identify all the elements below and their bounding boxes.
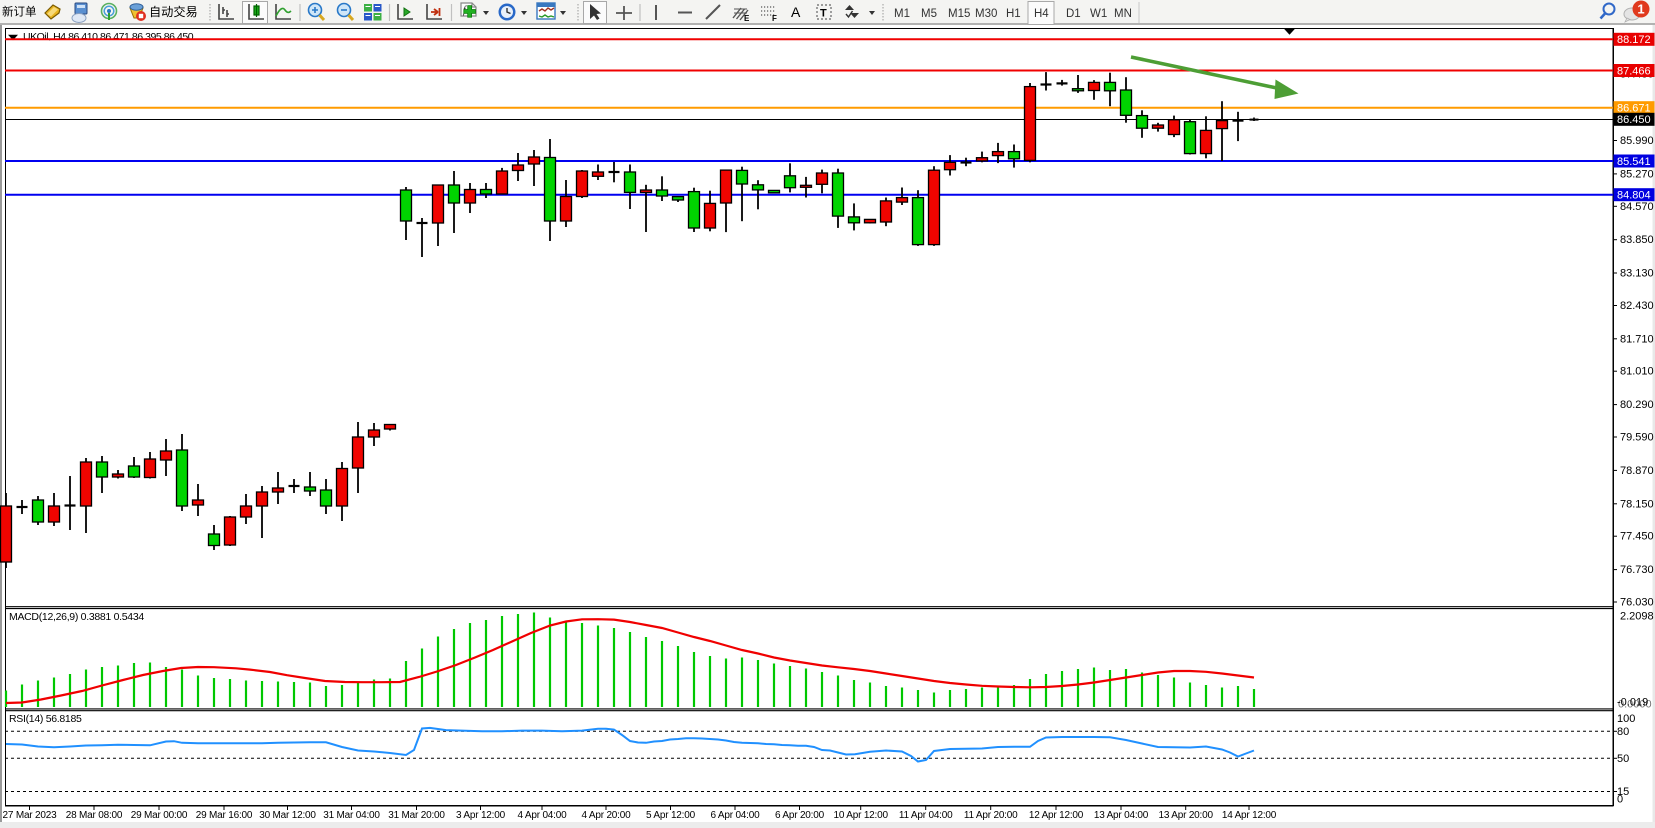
svg-text:100: 100 [1617, 713, 1635, 725]
svg-text:3 Apr 12:00: 3 Apr 12:00 [456, 810, 506, 821]
svg-text:85.270: 85.270 [1620, 168, 1654, 180]
svg-text:A: A [791, 4, 801, 20]
svg-text:6 Apr 04:00: 6 Apr 04:00 [711, 810, 761, 821]
svg-text:28 Mar 08:00: 28 Mar 08:00 [66, 810, 123, 821]
svg-text:81.010: 81.010 [1620, 366, 1654, 378]
svg-text:76.730: 76.730 [1620, 564, 1654, 576]
svg-text:86.671: 86.671 [1617, 103, 1651, 115]
svg-text:自动交易: 自动交易 [149, 4, 198, 19]
svg-text:85.541: 85.541 [1617, 156, 1651, 168]
svg-text:29 Mar 16:00: 29 Mar 16:00 [196, 810, 253, 821]
svg-text:83.850: 83.850 [1620, 234, 1654, 246]
svg-text:1: 1 [1637, 2, 1644, 17]
svg-text:MN: MN [1114, 8, 1132, 20]
svg-text:新订单: 新订单 [2, 5, 37, 19]
svg-text:M1: M1 [894, 8, 910, 20]
svg-text:5 Apr 12:00: 5 Apr 12:00 [646, 810, 696, 821]
svg-text:84.804: 84.804 [1617, 190, 1651, 202]
svg-text:31 Mar 20:00: 31 Mar 20:00 [388, 810, 445, 821]
svg-text:81.710: 81.710 [1620, 333, 1654, 345]
svg-text:H1: H1 [1006, 8, 1021, 20]
svg-text:31 Mar 04:00: 31 Mar 04:00 [323, 810, 380, 821]
svg-text:M30: M30 [975, 8, 997, 20]
svg-text:E: E [744, 14, 750, 23]
svg-text:85.990: 85.990 [1620, 135, 1654, 147]
svg-text:MACD(12,26,9) 0.3881 0.5434: MACD(12,26,9) 0.3881 0.5434 [9, 611, 144, 623]
svg-text:84.570: 84.570 [1620, 201, 1654, 213]
svg-text:78.870: 78.870 [1620, 465, 1654, 477]
svg-text:30 Mar 12:00: 30 Mar 12:00 [259, 810, 316, 821]
svg-text:13 Apr 20:00: 13 Apr 20:00 [1159, 810, 1214, 821]
svg-text:2.2098: 2.2098 [1620, 611, 1654, 623]
svg-text:W1: W1 [1090, 8, 1107, 20]
svg-text:M5: M5 [921, 8, 937, 20]
svg-text:6 Apr 20:00: 6 Apr 20:00 [775, 810, 825, 821]
svg-text:77.450: 77.450 [1620, 531, 1654, 543]
svg-text:76.030: 76.030 [1620, 597, 1654, 609]
svg-text:0.0000: 0.0000 [1618, 699, 1652, 711]
svg-text:10 Apr 12:00: 10 Apr 12:00 [834, 810, 889, 821]
svg-text:50: 50 [1617, 753, 1629, 765]
svg-text:M15: M15 [948, 8, 970, 20]
svg-text:F: F [772, 14, 777, 23]
svg-text:15: 15 [1617, 786, 1629, 798]
svg-text:88.172: 88.172 [1617, 34, 1651, 46]
svg-text:82.430: 82.430 [1620, 300, 1654, 312]
svg-text:H4: H4 [1034, 8, 1049, 20]
svg-text:12 Apr 12:00: 12 Apr 12:00 [1029, 810, 1084, 821]
svg-text:11 Apr 20:00: 11 Apr 20:00 [964, 810, 1018, 821]
svg-text:D1: D1 [1066, 8, 1081, 20]
svg-text:87.466: 87.466 [1617, 65, 1651, 77]
svg-text:14 Apr 12:00: 14 Apr 12:00 [1222, 810, 1277, 821]
svg-text:-0.019: -0.019 [1617, 697, 1648, 709]
svg-text:0: 0 [1617, 793, 1623, 805]
svg-text:83.130: 83.130 [1620, 268, 1654, 280]
svg-text:78.150: 78.150 [1620, 498, 1654, 510]
svg-text:RSI(14) 56.8185: RSI(14) 56.8185 [9, 713, 82, 725]
svg-text:13 Apr 04:00: 13 Apr 04:00 [1094, 810, 1149, 821]
svg-text:4 Apr 20:00: 4 Apr 20:00 [582, 810, 632, 821]
svg-text:27 Mar 2023: 27 Mar 2023 [3, 810, 58, 821]
svg-text:T: T [820, 8, 827, 20]
svg-text:80: 80 [1617, 726, 1629, 738]
svg-text:80.290: 80.290 [1620, 399, 1654, 411]
svg-text:86.450: 86.450 [1617, 114, 1651, 126]
svg-text:11 Apr 04:00: 11 Apr 04:00 [899, 810, 953, 821]
svg-text:4 Apr 04:00: 4 Apr 04:00 [518, 810, 568, 821]
svg-text:29 Mar 00:00: 29 Mar 00:00 [131, 810, 188, 821]
svg-text:79.590: 79.590 [1620, 432, 1654, 444]
